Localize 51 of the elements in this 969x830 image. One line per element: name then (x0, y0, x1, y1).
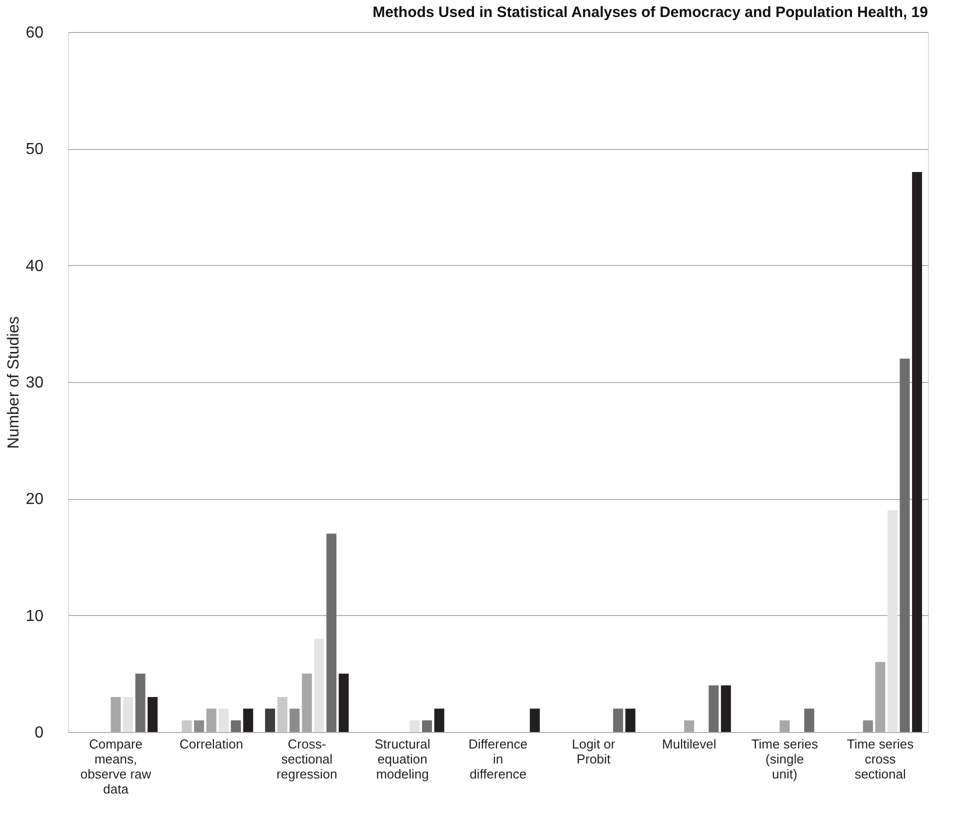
bar (900, 358, 910, 732)
bar (338, 674, 349, 732)
bar (613, 708, 624, 732)
x-tick-label: Multilevel (662, 736, 716, 752)
bar (314, 638, 324, 732)
bar (326, 534, 336, 732)
bar (708, 685, 719, 732)
bar (123, 697, 134, 732)
y-axis-title: Number of Studies (6, 316, 23, 449)
x-tick-label: Time series (single unit) (751, 736, 819, 782)
bar (110, 697, 121, 732)
bar (148, 697, 158, 732)
y-tick-label: 0 (34, 724, 44, 742)
x-tick-label: Cross-sectional regression (276, 736, 338, 782)
bar (265, 708, 276, 732)
y-tick-label: 30 (26, 374, 44, 392)
bar (530, 708, 540, 732)
x-tick-label: Time series cross sectional (846, 736, 914, 782)
x-tick-label: Compare means, observe raw data (80, 736, 152, 796)
y-tick-label: 50 (26, 141, 44, 158)
bar (684, 720, 694, 732)
bar (875, 662, 886, 732)
bar (218, 708, 229, 732)
bar (912, 172, 922, 732)
bar (206, 708, 216, 732)
chart-title: Methods Used in Statistical Analyses of Democracy and Population Health, 19 (372, 4, 928, 21)
bar (302, 674, 312, 732)
bar (277, 697, 288, 732)
bar (434, 708, 444, 732)
bar (182, 720, 192, 732)
y-tick-label: 20 (26, 491, 44, 508)
bar (720, 685, 731, 732)
y-tick-label: 10 (26, 608, 44, 625)
x-tick-label: Correlation (180, 736, 244, 752)
bar (862, 720, 873, 732)
bar (780, 720, 790, 732)
bar (625, 708, 636, 732)
bar (410, 720, 420, 732)
x-tick-label: Logit or Probit (572, 736, 616, 766)
y-tick-label: 60 (26, 24, 44, 42)
bar (422, 720, 432, 732)
bar (194, 720, 204, 732)
bar (804, 708, 814, 732)
x-tick-label: Difference in difference (468, 736, 528, 782)
bar (243, 708, 254, 732)
bar (290, 708, 300, 732)
bar (135, 674, 146, 732)
x-tick-label: Structural equation modeling (374, 736, 430, 782)
y-tick-label: 40 (26, 258, 44, 275)
bar (230, 720, 241, 732)
bar (888, 510, 898, 732)
